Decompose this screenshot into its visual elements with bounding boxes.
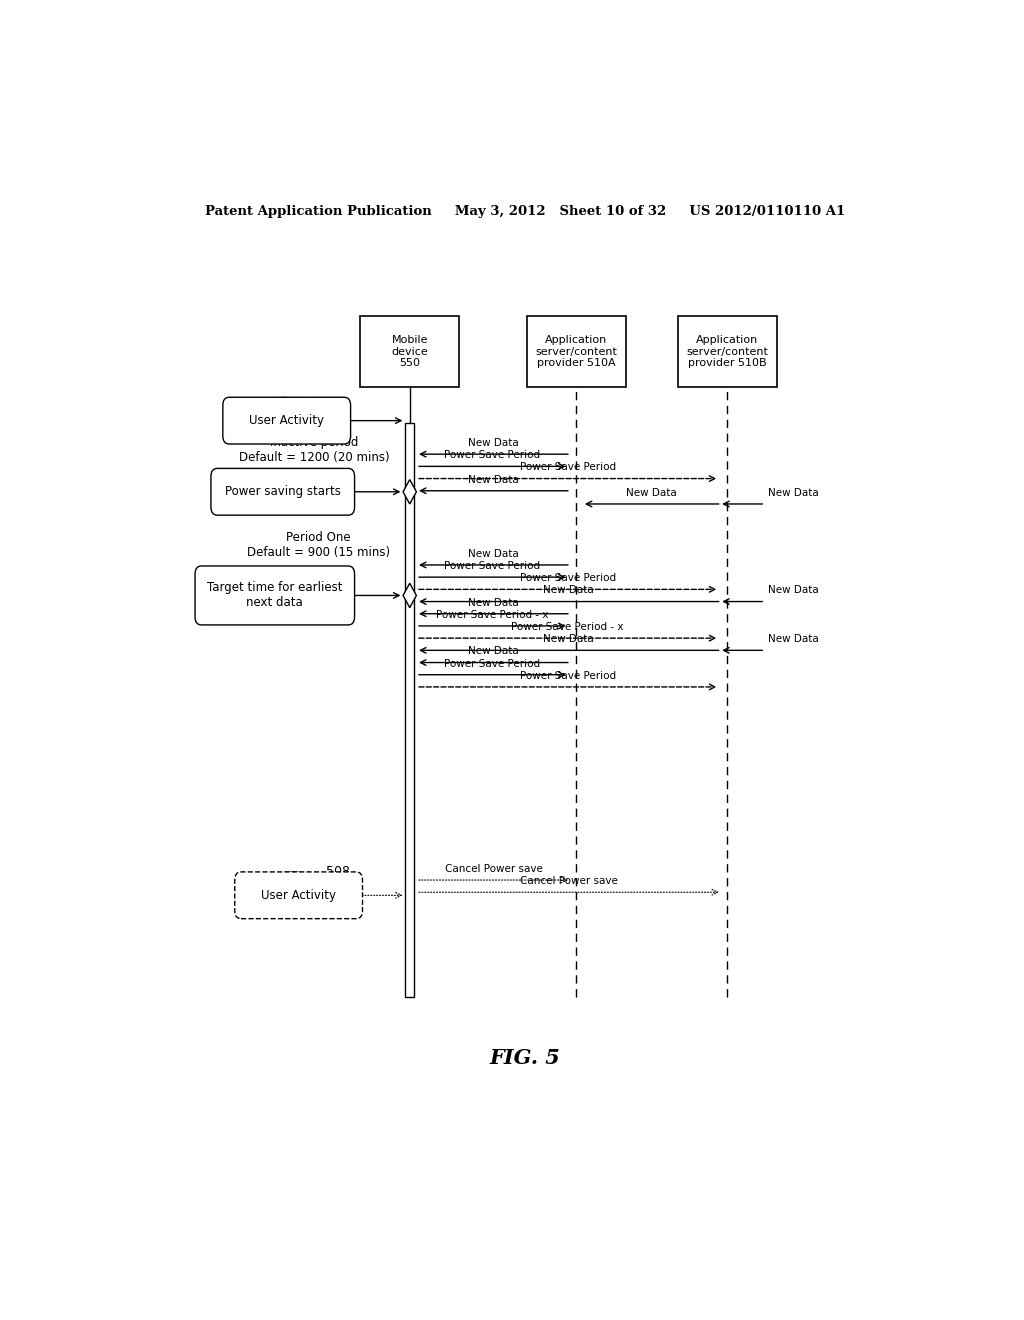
Text: Power Save Period - x: Power Save Period - x [511,622,624,632]
FancyBboxPatch shape [234,873,362,919]
Text: New Data: New Data [768,488,818,498]
Text: Power Save Period: Power Save Period [519,671,615,681]
Polygon shape [403,583,417,607]
Text: New Data: New Data [544,634,594,644]
Text: Cancel Power save: Cancel Power save [520,876,617,886]
Text: Period One
Default = 900 (15 mins): Period One Default = 900 (15 mins) [247,531,390,558]
Text: Power Save Period: Power Save Period [444,659,541,669]
Text: Power Save Period: Power Save Period [444,561,541,572]
FancyBboxPatch shape [678,315,777,387]
Text: Cancel Power save: Cancel Power save [444,865,543,874]
Text: Power Save Period: Power Save Period [519,462,615,473]
FancyBboxPatch shape [526,315,626,387]
Text: 504: 504 [219,469,243,482]
FancyBboxPatch shape [406,422,414,997]
Text: User Activity: User Activity [249,414,325,428]
Text: New Data: New Data [544,586,594,595]
Text: Power saving starts: Power saving starts [225,486,341,498]
Text: Inactive period
Default = 1200 (20 mins): Inactive period Default = 1200 (20 mins) [240,436,390,465]
Text: New Data: New Data [468,647,519,656]
Text: FIG. 5: FIG. 5 [489,1048,560,1068]
FancyBboxPatch shape [360,315,460,387]
Text: Power Save Period: Power Save Period [519,573,615,583]
Text: New Data: New Data [468,438,519,447]
Text: New Data: New Data [468,549,519,558]
Text: Mobile
device
550: Mobile device 550 [391,335,428,368]
Text: 502: 502 [318,396,342,409]
Text: Power Save Period - x: Power Save Period - x [436,610,549,620]
FancyBboxPatch shape [195,566,354,624]
Text: Target time for earliest
next data: Target time for earliest next data [207,581,343,610]
Text: 506: 506 [219,574,243,586]
Text: User Activity: User Activity [261,888,336,902]
Text: New Data: New Data [768,634,818,644]
Text: Patent Application Publication     May 3, 2012   Sheet 10 of 32     US 2012/0110: Patent Application Publication May 3, 20… [205,205,845,218]
FancyBboxPatch shape [223,397,350,444]
Text: Application
server/content
provider 510A: Application server/content provider 510A [536,335,617,368]
Text: New Data: New Data [468,598,519,607]
Text: Power Save Period: Power Save Period [444,450,541,461]
Text: New Data: New Data [627,488,677,498]
FancyBboxPatch shape [211,469,354,515]
Text: New Data: New Data [768,586,818,595]
Text: 508: 508 [327,866,350,878]
Polygon shape [403,479,417,504]
Text: Application
server/content
provider 510B: Application server/content provider 510B [686,335,768,368]
Text: New Data: New Data [468,475,519,484]
